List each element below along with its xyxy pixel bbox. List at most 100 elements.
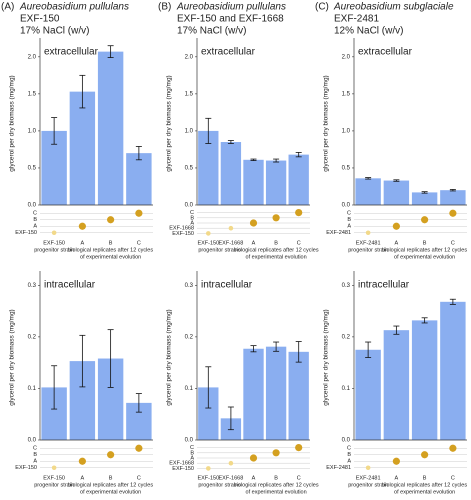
x-tick-label: C	[451, 475, 455, 481]
bar	[220, 142, 242, 205]
group-label: biological replicates after 12 cycles	[382, 247, 467, 253]
group-label: biological replicates after 12 cycles	[68, 247, 153, 253]
species: Aureobasidium pullulans	[176, 2, 286, 13]
matrix-row-label: EXF-1668	[169, 226, 194, 232]
x-tick-label: A	[395, 475, 399, 481]
y-tick-label: 0.1	[342, 386, 351, 392]
y-tick-label: 1.5	[28, 91, 37, 97]
species: Aureobasidium subglaciale	[333, 2, 454, 13]
matrix-dot	[228, 460, 234, 466]
panel-title: intracellular	[358, 280, 410, 291]
x-tick-label: C	[137, 240, 141, 246]
group-label: of experimental evolution	[80, 489, 141, 495]
matrix-dot	[449, 444, 457, 452]
group-label: progenitor strain	[34, 247, 74, 253]
panel-title: extracellular	[44, 47, 99, 58]
group-label: progenitor strain	[348, 482, 388, 488]
matrix-dot	[365, 230, 371, 236]
y-tick-label: 0.5	[342, 166, 351, 172]
matrix-row-label: A	[347, 224, 351, 230]
group-label: of experimental evolution	[80, 254, 141, 260]
y-axis-label: glycerol per dry biomass (mg/mg)	[9, 309, 16, 405]
matrix-dot	[295, 444, 303, 452]
matrix-dot	[449, 209, 457, 217]
bar	[288, 154, 309, 205]
matrix-row-label: B	[190, 450, 194, 456]
bar	[198, 387, 219, 440]
x-tick-label: A	[81, 475, 85, 481]
matrix-row-label: C	[33, 446, 37, 452]
matrix-dot	[107, 451, 115, 459]
y-tick-label: 0.0	[185, 203, 194, 209]
y-tick-label: 0.1	[28, 386, 37, 392]
x-tick-label: A	[81, 240, 85, 246]
y-tick-label: 0.0	[28, 438, 37, 444]
y-axis-label: glycerol per dry biomass (mg/mg)	[323, 309, 330, 405]
x-tick-label: B	[423, 240, 427, 246]
bar	[355, 178, 381, 205]
x-tick-label: EXF-2481	[356, 240, 381, 246]
x-tick-label: A	[395, 240, 399, 246]
y-tick-label: 0.1	[185, 386, 194, 392]
group-label: of experimental evolution	[246, 489, 307, 495]
species: Aureobasidium pullulans	[19, 2, 129, 13]
y-tick-label: 0.0	[185, 438, 194, 444]
matrix-row-label: C	[190, 445, 194, 451]
matrix-row-label: A	[33, 224, 37, 230]
matrix-row-label: EXF-2481	[326, 465, 351, 471]
bar	[265, 160, 287, 205]
matrix-row-label: B	[190, 215, 194, 221]
y-tick-label: 0.3	[185, 283, 194, 289]
bar	[97, 51, 124, 205]
group-label: biological replicates after 12 cycles	[68, 482, 153, 488]
y-tick-label: 0.5	[185, 166, 194, 172]
matrix-dot	[51, 465, 57, 471]
x-tick-label: EXF-1668	[219, 475, 244, 481]
x-tick-label: EXF-1668	[219, 240, 244, 246]
y-tick-label: 0.2	[342, 334, 351, 340]
panel-title: extracellular	[201, 47, 256, 58]
bar	[440, 190, 466, 205]
y-axis-label: glycerol per dry biomass (mg/mg)	[166, 309, 173, 405]
x-tick-label: EXF-150	[197, 240, 219, 246]
matrix-row-label: EXF-150	[15, 465, 37, 471]
y-axis-label: glycerol per dry biomass (mg/mg)	[9, 75, 16, 171]
y-tick-label: 2.0	[185, 54, 194, 60]
panel-title: extracellular	[358, 47, 413, 58]
bar	[383, 180, 410, 205]
matrix-row-label: B	[347, 452, 351, 458]
panel-label: (C)	[315, 2, 329, 13]
group-label: progenitor strain	[348, 247, 388, 253]
x-tick-label: EXF-2481	[356, 475, 381, 481]
bar	[265, 346, 287, 440]
x-tick-label: B	[423, 475, 427, 481]
matrix-row-label: A	[347, 459, 351, 465]
y-tick-label: 0.2	[185, 334, 194, 340]
x-tick-label: B	[109, 240, 113, 246]
bar	[288, 351, 309, 440]
y-tick-label: 0.3	[342, 283, 351, 289]
matrix-dot	[206, 231, 211, 236]
y-tick-label: 0.2	[28, 334, 37, 340]
x-tick-label: B	[274, 240, 278, 246]
group-label: progenitor strain	[34, 482, 74, 488]
matrix-row-label: C	[33, 211, 37, 217]
matrix-dot	[421, 451, 429, 459]
matrix-dot	[392, 222, 400, 230]
matrix-dot	[272, 449, 280, 457]
y-axis-label: glycerol per dry biomass (mg/mg)	[166, 75, 173, 171]
matrix-dot	[78, 457, 86, 465]
panel-title: intracellular	[44, 280, 96, 291]
matrix-dot	[51, 230, 57, 236]
matrix-dot	[392, 457, 400, 465]
y-tick-label: 1.0	[185, 128, 194, 134]
x-tick-label: B	[109, 475, 113, 481]
matrix-row-label: A	[33, 459, 37, 465]
y-tick-label: 2.0	[342, 54, 351, 60]
bar	[411, 192, 438, 205]
y-tick-label: 1.0	[342, 128, 351, 134]
panel-label: (A)	[1, 2, 14, 13]
bar	[411, 320, 438, 440]
x-tick-label: C	[451, 240, 455, 246]
y-tick-label: 0.0	[342, 438, 351, 444]
